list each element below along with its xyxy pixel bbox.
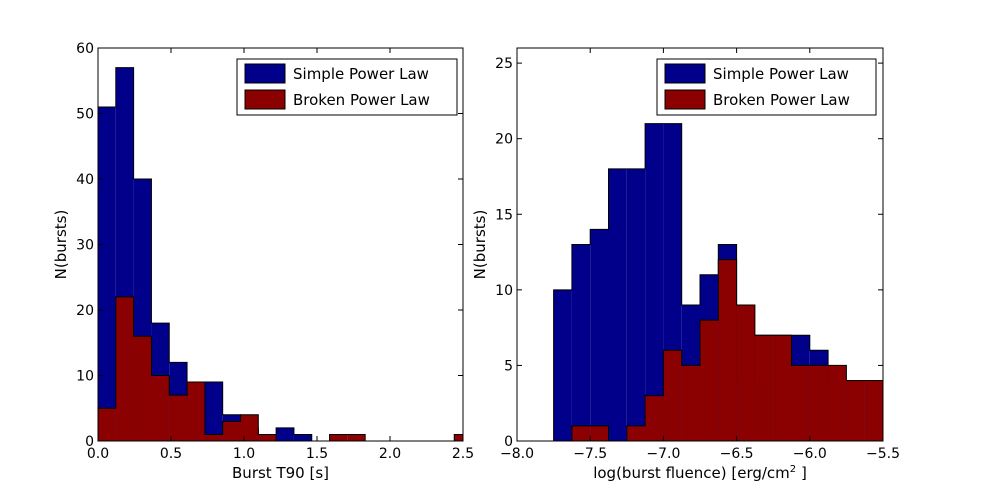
x-tick-label: 1.0 [233,446,255,462]
bar-broken-13 [791,365,810,441]
y-tick-label: 30 [76,238,94,254]
x-tick-label: 0.0 [87,446,109,462]
y-tick-label: 0 [504,434,513,450]
bar-broken-4 [626,425,646,441]
bar-broken-20 [454,434,463,441]
y-tick-label: 40 [76,172,94,188]
bar-broken-5 [645,395,664,441]
bar-broken-14 [809,365,829,441]
x-tick-label: 2.5 [452,446,474,462]
x-tick-label: −7.5 [573,446,607,462]
bar-broken-6 [204,434,223,441]
bar-simple-10 [276,427,294,441]
bar-broken-0 [98,408,116,441]
bar-broken-9 [258,434,277,441]
bar-broken-14 [347,434,366,441]
x-axis-label: log(burst fluence) [erg/cm2 ] [593,464,807,482]
bar-broken-3 [151,375,170,441]
bar-broken-5 [187,382,205,441]
bar-broken-2 [590,425,609,441]
x-tick-label: 0.5 [160,446,182,462]
x-tick-label: 1.5 [306,446,328,462]
bar-broken-8 [240,414,259,441]
bar-simple-4 [626,168,646,441]
x-axis-label: Burst T90 [s] [232,464,329,482]
bar-broken-8 [700,320,719,441]
histogram-panel-1: 0.0 0.5 1.0 1.5 2.0 2.5 0 10 20 30 40 50 60 Burst T90… [52,41,474,482]
bar-broken-12 [773,335,792,441]
x-tick-label: −7.0 [646,446,680,462]
x-tick-label: −5.5 [866,446,900,462]
bar-broken-15 [828,365,847,441]
y-tick-label: 50 [76,107,94,123]
legend: Simple Power Law Broken Power Law [236,58,458,116]
bar-broken-4 [169,395,188,441]
legend-swatch-simple [244,63,286,84]
bar-simple-6 [204,382,223,441]
x-tick-label: −6.0 [793,446,827,462]
bar-broken-13 [329,434,348,441]
bar-broken-1 [571,425,591,441]
y-tick-label: 5 [504,358,513,374]
y-tick-label: 10 [76,369,94,385]
y-tick-label: 60 [76,41,94,57]
x-tick-label: 2.0 [379,446,401,462]
bar-broken-7 [222,421,241,441]
y-axis-label: N(bursts) [471,210,489,280]
bar-simple-11 [293,434,312,441]
legend-swatch-broken [664,89,706,110]
legend-swatch-simple [664,63,706,84]
y-axis-label: N(bursts) [52,210,70,280]
bar-simple-2 [590,229,609,441]
bar-simple-3 [608,168,627,441]
y-tick-label: 10 [495,283,513,299]
bar-simple-0 [553,289,572,441]
y-tick-label: 20 [495,132,513,148]
y-tick-label: 15 [495,207,513,223]
histogram-panel-2: −8.0 −7.5 −7.0 −6.5 −6.0 −5.5 0 5 10 15 20 25 log(bu… [471,47,900,482]
bar-broken-11 [754,335,774,441]
bar-simple-1 [571,244,591,441]
y-tick-label: 25 [495,56,513,72]
bar-broken-2 [133,336,152,441]
y-tick-label: 20 [76,303,94,319]
legend: Simple Power Law Broken Power Law [656,58,877,116]
series-outline-simple [553,123,884,441]
x-tick-label: −6.5 [720,446,754,462]
bar-broken-17 [864,380,883,441]
bar-simple-5 [645,123,664,442]
legend-label-simple: Simple Power Law [713,65,849,83]
bar-broken-7 [681,365,700,441]
legend-swatch-broken [244,89,286,110]
bar-broken-9 [718,259,737,441]
axes-frame [516,47,884,442]
y-tick-label: 0 [85,434,94,450]
bar-broken-6 [663,350,682,441]
x-tick-label: −8.0 [500,446,534,462]
bar-broken-16 [846,380,865,441]
legend-label-broken: Broken Power Law [713,91,850,109]
legend-label-broken: Broken Power Law [293,91,430,109]
bar-broken-10 [736,304,755,441]
bar-broken-1 [115,296,134,441]
bar-simple-0 [98,106,116,441]
legend-label-simple: Simple Power Law [293,65,429,83]
